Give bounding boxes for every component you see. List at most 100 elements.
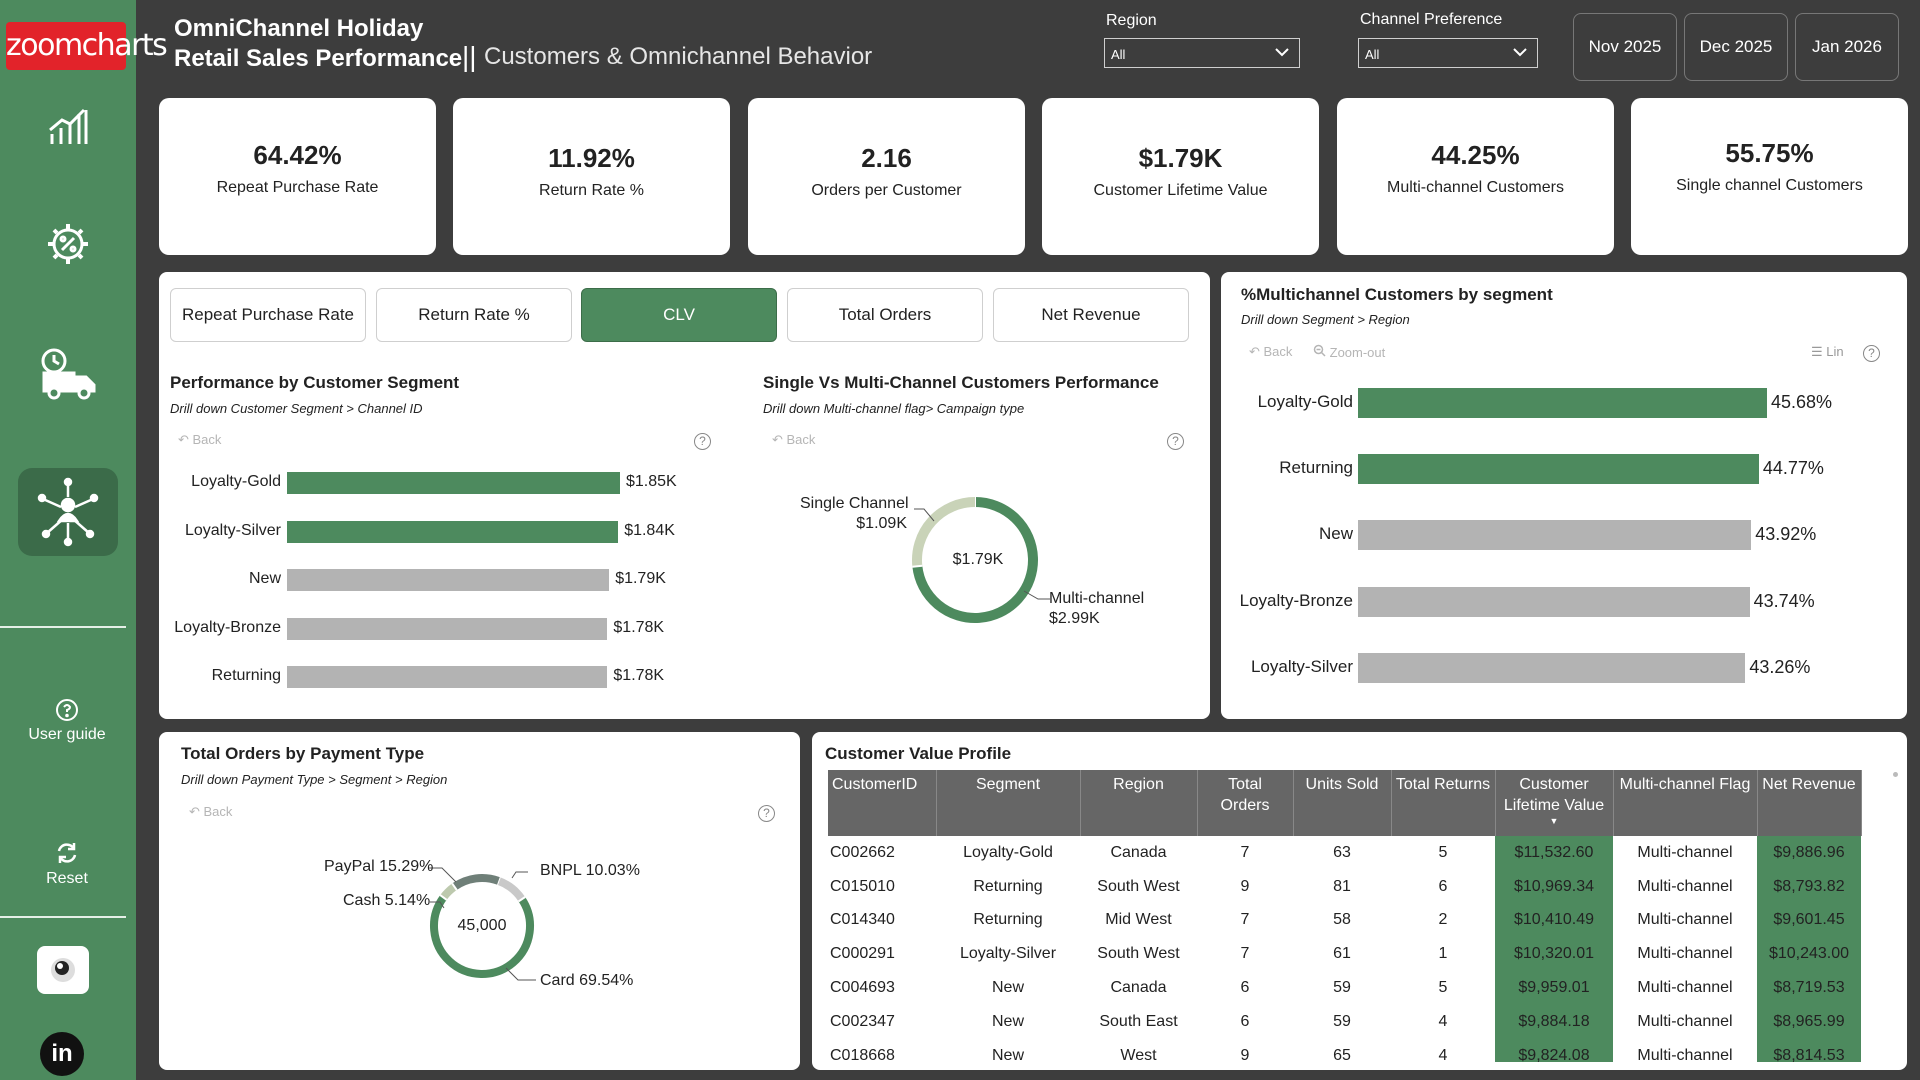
tab-net-revenue[interactable]: Net Revenue [993, 288, 1189, 342]
bar-category-label: Loyalty-Bronze [174, 618, 281, 636]
bar[interactable] [1358, 586, 1750, 617]
zoom-out-button[interactable]: Zoom-out [1313, 344, 1385, 360]
zoomcharts-logo[interactable]: zoomcharts [6, 22, 168, 70]
kpi-label: Repeat Purchase Rate [216, 179, 379, 196]
kpi-value: 55.75% [1725, 138, 1814, 168]
reset-icon [57, 843, 77, 863]
help-icon[interactable]: ? [1863, 345, 1880, 362]
cash-label: Cash 5.14% [343, 892, 431, 909]
page-title-line1: OmniChannel Holiday [174, 15, 424, 42]
multichannel-segment-drill: Drill down Segment > Region [1241, 312, 1410, 327]
bar[interactable] [1358, 454, 1759, 485]
bar-row[interactable]: Returning $1.78K [212, 666, 664, 688]
kpi-card-orders-per-customer: 2.16 Orders per Customer [748, 98, 1025, 255]
perf-segment-drill: Drill down Customer Segment > Channel ID [170, 401, 423, 416]
kpi-value: 11.92% [548, 143, 635, 173]
back-label: Back [786, 432, 816, 447]
month-button-jan-2026[interactable]: Jan 2026 [1795, 13, 1899, 81]
bar-row[interactable]: Loyalty-Gold $1.85K [191, 472, 677, 494]
perf-segment-back-button[interactable]: ↶ Back [178, 432, 222, 447]
bar-value-label: 45.68% [1771, 392, 1833, 412]
tab-total-orders[interactable]: Total Orders [787, 288, 983, 342]
donut-slice[interactable] [430, 895, 534, 978]
nav-customers[interactable] [18, 468, 118, 556]
bar-row[interactable]: Loyalty-Bronze $1.78K [174, 617, 664, 640]
chevron-down-icon [1513, 48, 1527, 57]
bar[interactable] [287, 666, 608, 688]
kpi-label: Return Rate % [539, 182, 644, 199]
linkedin-icon[interactable]: in [40, 1032, 84, 1076]
donut-slice[interactable] [912, 497, 1038, 623]
region-filter-label: Region [1106, 12, 1157, 29]
tab-return-rate[interactable]: Return Rate % [376, 288, 572, 342]
bar[interactable] [1358, 652, 1746, 683]
single-multi-leaders [914, 508, 1050, 600]
multichannel-segment-title: %Multichannel Customers by segment [1241, 285, 1553, 304]
back-label: Back [203, 804, 233, 819]
donut-slice[interactable] [452, 874, 500, 891]
percent-gear-icon [48, 224, 88, 264]
bar-value-label: 43.26% [1749, 656, 1811, 677]
nav-delivery[interactable] [18, 330, 118, 418]
bar[interactable] [287, 617, 608, 640]
tab-clv[interactable]: CLV [581, 288, 777, 342]
bar[interactable] [287, 569, 610, 591]
nav-discounts[interactable] [18, 200, 118, 288]
user-guide-button[interactable]: User guide [10, 698, 124, 744]
bar-value-label: $1.78K [613, 618, 665, 636]
profile-logo-button[interactable] [37, 946, 89, 994]
kpi-card-multichannel: 44.25% Multi-channel Customers [1337, 98, 1614, 255]
kpi-label: Orders per Customer [811, 182, 962, 199]
region-select[interactable]: All [1104, 38, 1300, 68]
zoom-out-icon [1313, 344, 1326, 357]
kpi-label: Multi-channel Customers [1387, 179, 1564, 196]
bar-row[interactable]: New 43.92% [1319, 520, 1816, 551]
month-button-dec-2025[interactable]: Dec 2025 [1684, 13, 1788, 81]
network-person-icon [37, 477, 99, 547]
perf-segment-title: Performance by Customer Segment [170, 373, 460, 392]
sidebar: zoomcharts User guide [0, 0, 168, 1080]
donut-slice[interactable] [496, 877, 526, 902]
payment-donut-center: 45,000 [457, 917, 507, 934]
month-button-nov-2025[interactable]: Nov 2025 [1573, 13, 1677, 81]
help-icon[interactable]: ? [694, 433, 711, 450]
lin-scale-toggle[interactable]: ☰ Lin [1811, 344, 1844, 359]
payment-back-button[interactable]: ↶ Back [189, 804, 233, 819]
bar-row[interactable]: Returning 44.77% [1279, 454, 1824, 485]
help-icon[interactable]: ? [758, 805, 775, 822]
back-label: Back [1263, 344, 1293, 359]
reset-button[interactable]: Reset [10, 840, 124, 888]
bar[interactable] [287, 472, 620, 494]
donut-slice-separator [439, 894, 448, 901]
payment-donut [430, 874, 534, 978]
bar[interactable] [1358, 520, 1752, 551]
bar-row[interactable]: Loyalty-Gold 45.68% [1258, 388, 1832, 418]
tab-repeat-purchase-rate[interactable]: Repeat Purchase Rate [170, 288, 366, 342]
sidebar-divider [0, 626, 126, 628]
help-icon[interactable]: ? [1167, 433, 1184, 450]
multichannel-back-button[interactable]: ↶ Back [1249, 344, 1293, 359]
scrollbar-thumb[interactable] [1893, 772, 1898, 777]
kpi-card-return-rate: 11.92% Return Rate % [453, 98, 730, 255]
bar-category-label: Loyalty-Silver [1250, 656, 1353, 676]
bar[interactable] [1358, 388, 1767, 418]
single-multi-back-button[interactable]: ↶ Back [772, 432, 816, 447]
channel-select[interactable]: All [1358, 38, 1538, 68]
nav-sales-performance[interactable] [18, 82, 118, 170]
kpi-card-repeat-purchase: 64.42% Repeat Purchase Rate [159, 98, 436, 255]
kpi-card-clv: $1.79K Customer Lifetime Value [1042, 98, 1319, 255]
multi-channel-label: Multi-channel $2.99K [1049, 589, 1144, 629]
paypal-label: PayPal 15.29% [324, 858, 434, 875]
bar-row[interactable]: New $1.79K [249, 569, 666, 591]
help-circle-icon [56, 699, 78, 721]
title-separator: || [462, 41, 477, 72]
bar-row[interactable]: Loyalty-Silver $1.84K [185, 520, 675, 543]
bar[interactable] [287, 520, 619, 543]
payment-title: Total Orders by Payment Type [181, 744, 425, 763]
bar-category-label: Loyalty-Gold [191, 473, 281, 490]
bar-value-label: 44.77% [1762, 458, 1824, 479]
kpi-label: Single channel Customers [1676, 177, 1863, 194]
bar-row[interactable]: Loyalty-Bronze 43.74% [1240, 586, 1815, 617]
donut-slice[interactable] [912, 497, 976, 567]
bar-row[interactable]: Loyalty-Silver 43.26% [1251, 652, 1810, 683]
